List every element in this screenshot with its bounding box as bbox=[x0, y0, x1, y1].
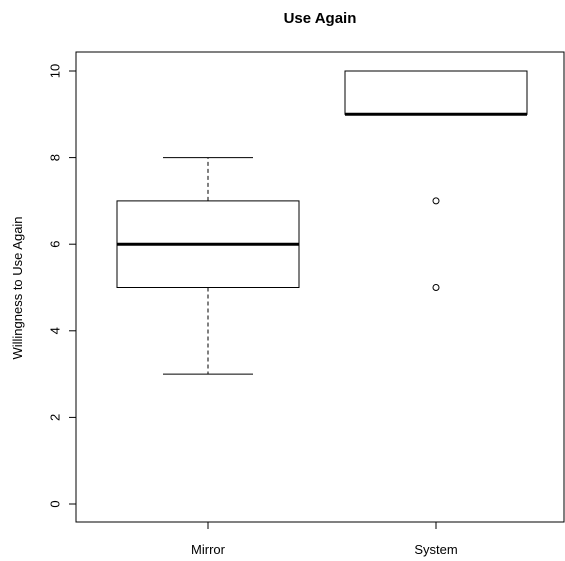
y-axis: 0 2 4 6 8 10 bbox=[48, 64, 76, 508]
y-tick-label: 8 bbox=[48, 154, 63, 161]
x-tick-label: System bbox=[414, 542, 457, 557]
box-group-system bbox=[344, 70, 528, 291]
plot-frame bbox=[75, 51, 565, 523]
outlier-point bbox=[432, 284, 440, 291]
box-group-mirror bbox=[116, 157, 300, 375]
x-axis: Mirror System bbox=[191, 522, 458, 557]
y-axis-label: Willingness to Use Again bbox=[10, 216, 25, 359]
outlier-point bbox=[432, 197, 440, 205]
box-iqr bbox=[344, 70, 528, 115]
y-tick-label: 4 bbox=[48, 327, 63, 334]
y-tick-label: 0 bbox=[48, 500, 63, 507]
chart-title: Use Again bbox=[284, 10, 357, 27]
x-tick-label: Mirror bbox=[191, 542, 226, 557]
boxes bbox=[116, 70, 528, 375]
y-tick-label: 10 bbox=[48, 64, 63, 78]
y-tick-label: 2 bbox=[48, 414, 63, 421]
y-tick-label: 6 bbox=[48, 241, 63, 248]
